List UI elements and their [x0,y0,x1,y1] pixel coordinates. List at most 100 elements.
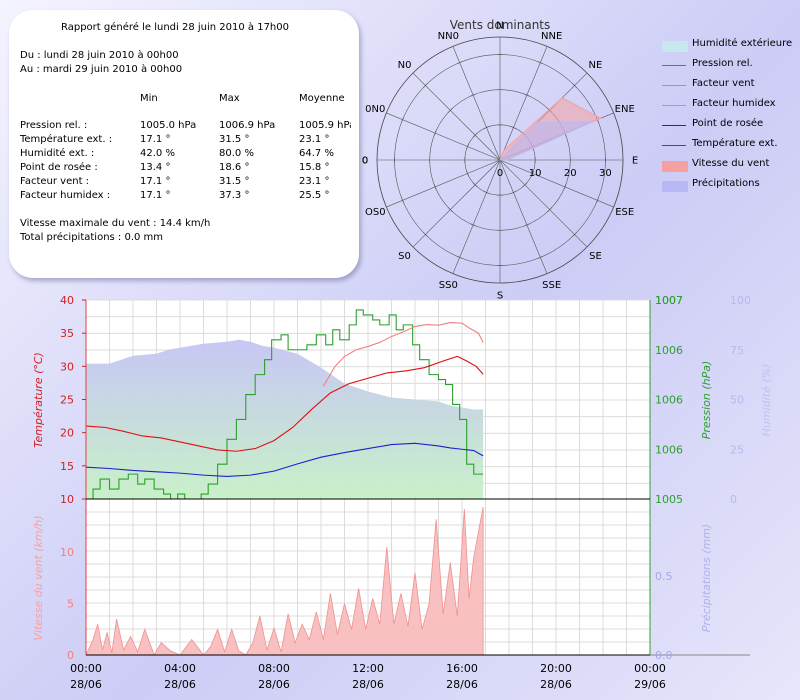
x-tick-date: 29/06 [634,678,666,691]
col-max-header: Max [219,93,240,104]
y-left-wind-tick-label: 10 [60,546,74,559]
radar-spoke [412,72,501,161]
radar-tick [401,116,405,123]
legend-swatch [662,65,686,66]
legend-label: Humidité extérieure [692,38,793,49]
row-min: 17.1 ° [140,134,171,145]
legend-item-wind-factor[interactable]: Facteur vent [662,78,798,98]
row-avg: 23.1 ° [299,134,330,145]
y-right-precip-tick-label: 0.0 [655,649,673,662]
direction-label: NNE [541,31,562,42]
radar-tick [595,197,599,204]
radar-tick [447,207,453,213]
y-right-precip-tick-label: 0.5 [655,570,673,583]
row-max: 1006.9 hPa [219,120,276,131]
x-tick-time: 20:00 [540,662,572,675]
radial-tick-label: 0 [497,168,503,179]
legend-label: Température ext. [692,138,778,149]
row-max: 31.5 ° [219,176,250,187]
row-avg: 64.7 % [299,148,334,159]
y-left-axis-title: Température (°C) [32,352,45,448]
legend-item-humidity[interactable]: Humidité extérieure [662,38,798,58]
direction-label: 0 [362,156,368,167]
row-max: 31.5 ° [219,134,250,145]
col-min-header: Min [140,93,158,104]
row-max: 37.3 ° [219,190,250,201]
direction-label: NN0 [438,31,459,42]
radar-tick [423,83,428,88]
y-left-wind-title: Vitesse du vent (km/h) [32,515,45,640]
radar-tick [423,232,428,237]
y-left-tick-label: 35 [60,327,74,340]
legend-item-temperature[interactable]: Température ext. [662,138,798,158]
x-tick-date: 28/06 [164,678,196,691]
y-right-pressure-tick-label: 1005 [655,493,683,506]
radar-tick [433,184,437,190]
legend-item-wind-speed[interactable]: Vitesse du vent [662,158,798,178]
x-tick-time: 12:00 [352,662,384,675]
row-label: Facteur vent : [20,176,90,187]
direction-label: S0 [398,251,411,262]
row-min: 42.0 % [140,148,175,159]
legend-swatch [662,105,686,106]
legend-label: Facteur humidex [692,98,776,109]
radar-tick [563,184,567,190]
legend-item-dew-point[interactable]: Point de rosée [662,118,798,138]
radar-tick [572,232,577,237]
radar-tick [401,197,405,204]
direction-label: NE [589,60,603,71]
x-tick-time: 16:00 [446,662,478,675]
y-right-humidity-tick-label: 0 [730,493,737,506]
radar-series-area [498,121,592,161]
y-right-pressure-tick-label: 1007 [655,294,683,307]
legend-item-precipitation[interactable]: Précipitations [662,178,798,198]
dew-point-line [85,442,484,477]
row-avg: 1005.9 hPa [299,120,351,131]
radar-tick [522,182,528,188]
direction-label: S [497,291,503,302]
radar-tick [466,170,469,177]
radar-spoke [412,159,501,248]
radial-tick-label: 0 [362,156,368,167]
radar-spoke [499,159,614,208]
y-right-precip-title: Précipitations (mm) [700,524,713,632]
radar-spoke [452,159,501,274]
row-label: Humidité ext. : [20,148,95,159]
report-to: Au : mardi 29 juin 2010 à 00h00 [20,64,183,75]
y-right-pressure-tick-label: 1006 [655,344,683,357]
direction-label: SS0 [439,280,458,291]
radar-tick [547,207,553,213]
radar-tick [472,182,478,188]
legend-swatch [662,41,688,52]
radar-tick [472,132,478,138]
x-tick-time: 08:00 [258,662,290,675]
legend-swatch [662,85,686,86]
x-tick-date: 28/06 [352,678,384,691]
report-from: Du : lundi 28 juin 2010 à 00h00 [20,50,179,61]
radial-tick-label: 20 [564,168,577,179]
legend-item-pressure[interactable]: Pression rel. [662,58,798,78]
y-left-tick-label: 15 [60,460,74,473]
chart-title: Vents dominants [450,18,551,32]
x-tick-date: 28/06 [446,678,478,691]
y-right-humidity-tick-label: 50 [730,394,744,407]
row-label: Facteur humidex : [20,190,111,201]
row-avg: 15.8 ° [299,162,330,173]
radar-tick [483,126,490,129]
row-label: Point de rosée : [20,162,98,173]
x-tick-date: 28/06 [70,678,102,691]
radar-tick [537,255,544,259]
radar-tick [433,130,437,136]
radar-tick [466,143,469,150]
radar-spoke [499,159,548,274]
y-right-pressure-title: Pression (hPa) [700,361,713,440]
radial-tick-label: 10 [529,168,542,179]
direction-label: N0 [398,60,412,71]
direction-label: 0N0 [365,104,385,115]
legend-label: Facteur vent [692,78,755,89]
y-right-humidity-title: Humidité (%) [760,364,773,437]
radial-tick-label: 30 [599,168,612,179]
legend-item-humidex[interactable]: Facteur humidex [662,98,798,118]
radar-spoke [386,159,501,208]
